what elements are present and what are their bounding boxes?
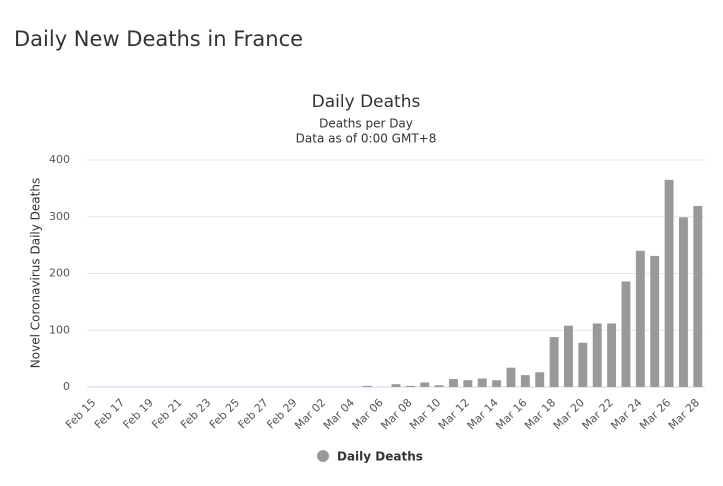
x-tick-label: Mar 04: [321, 396, 357, 432]
bar: [607, 323, 617, 387]
x-tick-label: Feb 19: [121, 396, 156, 431]
x-tick-label: Feb 25: [207, 396, 242, 431]
chart-subtitle: Data as of 0:00 GMT+8: [296, 132, 437, 146]
bar: [420, 382, 430, 387]
x-tick-label: Mar 02: [292, 396, 328, 432]
bar: [678, 217, 688, 387]
x-tick-label: Mar 14: [465, 396, 501, 432]
x-tick-label: Mar 10: [407, 396, 443, 432]
y-tick-label: 400: [49, 153, 70, 166]
bar: [463, 380, 473, 387]
bar: [635, 250, 645, 387]
x-tick-label: Mar 20: [551, 396, 587, 432]
bar: [405, 385, 415, 387]
bar: [362, 385, 372, 387]
legend-marker: [317, 450, 329, 462]
x-tick-label: Mar 24: [608, 396, 644, 432]
bar: [434, 385, 444, 387]
y-tick-label: 100: [49, 323, 70, 336]
x-tick-label: Mar 12: [436, 396, 472, 432]
bar: [621, 281, 631, 387]
x-tick-label: Mar 28: [666, 396, 702, 432]
x-tick-label: Mar 26: [637, 396, 673, 432]
bar: [592, 323, 602, 387]
bar: [693, 205, 703, 387]
bar: [564, 325, 573, 387]
y-tick-label: 0: [63, 380, 70, 393]
bar: [391, 384, 401, 387]
bar: [520, 375, 530, 387]
bar: [650, 255, 660, 387]
bar: [549, 337, 559, 387]
legend-label: Daily Deaths: [337, 450, 423, 464]
page-heading: Daily New Deaths in France: [14, 27, 303, 51]
bar: [449, 379, 458, 387]
x-tick-label: Feb 27: [236, 396, 271, 431]
chart-title: Daily Deaths: [312, 92, 421, 112]
x-tick-label: Mar 06: [350, 396, 386, 432]
x-tick-label: Feb 23: [178, 396, 213, 431]
y-axis-label: Novel Coronavirus Daily Deaths: [29, 178, 43, 368]
bar: [506, 367, 516, 387]
y-tick-label: 300: [49, 210, 70, 223]
x-tick-label: Feb 17: [92, 396, 127, 431]
chart-subtitle: Deaths per Day: [319, 117, 413, 131]
bar: [477, 378, 487, 387]
bar: [492, 380, 502, 387]
x-tick-label: Mar 16: [493, 396, 529, 432]
y-tick-label: 200: [49, 267, 70, 280]
bar: [578, 342, 588, 387]
bar: [535, 372, 545, 387]
x-tick-label: Feb 21: [149, 396, 184, 431]
x-tick-label: Mar 22: [580, 396, 616, 432]
x-tick-label: Mar 18: [522, 396, 558, 432]
bar: [664, 179, 674, 387]
x-tick-label: Mar 08: [378, 396, 414, 432]
x-tick-label: Feb 15: [63, 396, 98, 431]
